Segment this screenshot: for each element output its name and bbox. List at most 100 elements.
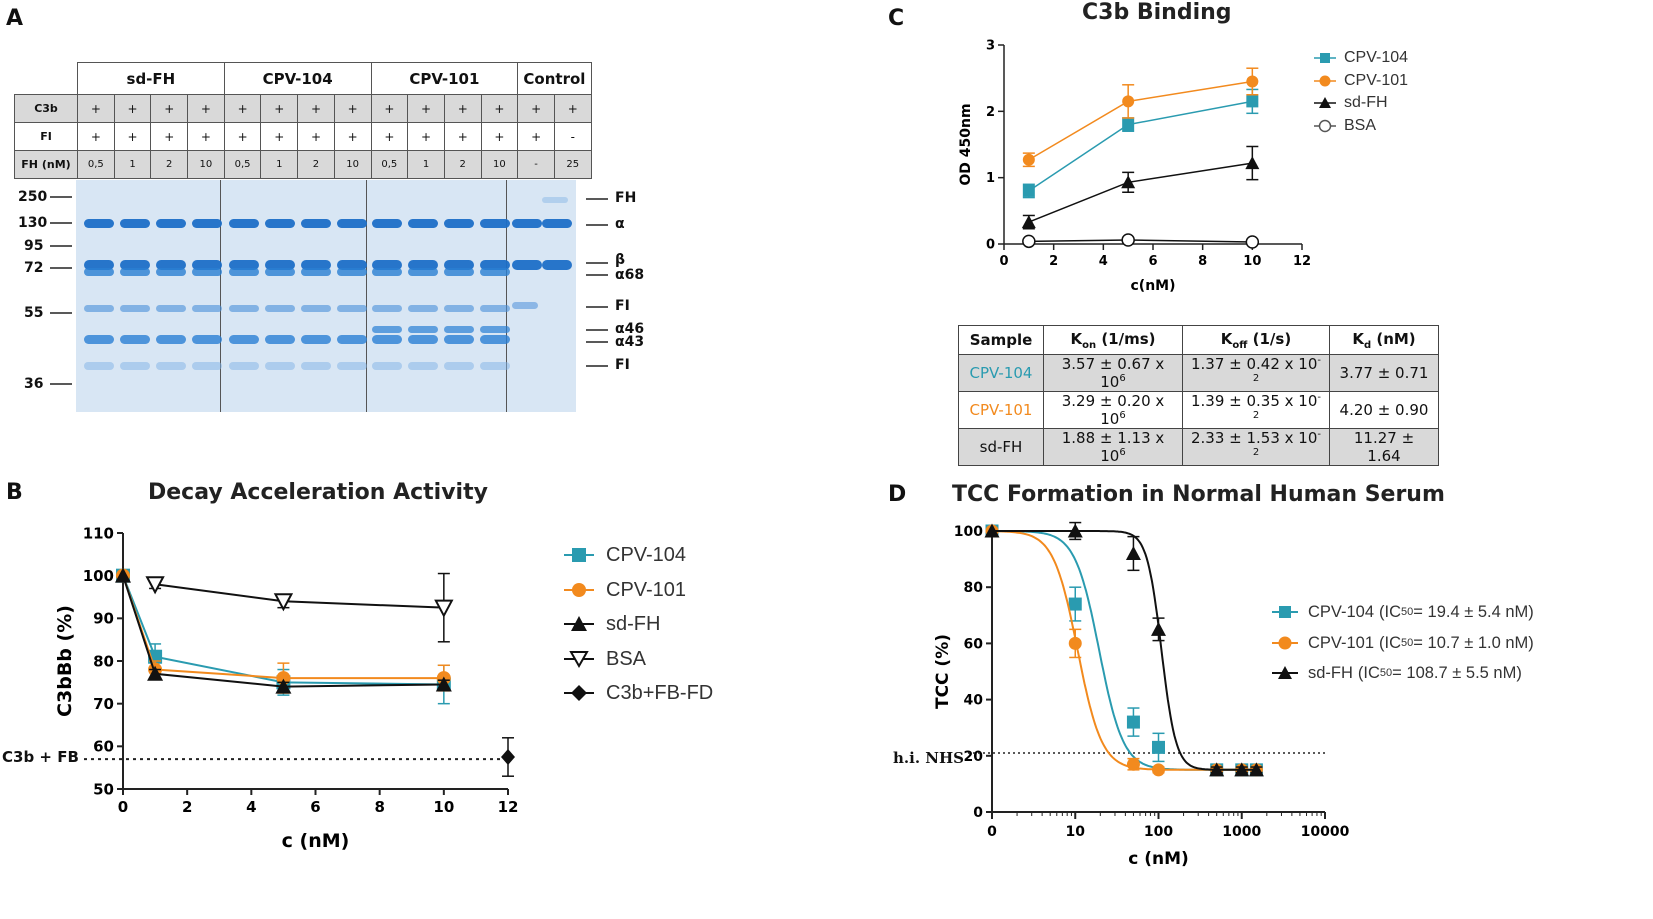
kin-header-kon-k: K: [1070, 329, 1083, 348]
tcc-point-cpv104: [1152, 740, 1165, 754]
band-label-fh: FH: [615, 190, 637, 206]
tcc-point-cpv101: [1152, 763, 1165, 777]
decay-x-tick-label: 0: [118, 798, 128, 816]
decay-point-sdfh: [435, 676, 452, 692]
decay-x-tick-label: 6: [310, 798, 320, 816]
decay-y-tick-label: 100: [83, 567, 114, 585]
gel-cell-fh-lane-9: 0,5: [370, 150, 409, 179]
band-label-fi-1: FI: [615, 298, 630, 314]
tcc-legend-sdfh-name: sd-FH: [1308, 664, 1353, 682]
gel-band: [120, 305, 150, 312]
gel-group-sdfh: sd-FH: [77, 62, 225, 95]
c3b-legend: CPV-104 CPV-101 sd-FH BSA: [1312, 47, 1408, 137]
panel-d-letter: D: [888, 482, 907, 507]
tcc-y-tick-label: 20: [964, 749, 984, 765]
gel-band: [265, 260, 295, 270]
decay-legend-cpv104-label: CPV-104: [606, 544, 687, 566]
gel-band: [301, 305, 331, 312]
gel-cell-fi-lane-5: +: [223, 122, 262, 151]
tcc-point-cpv101: [1126, 757, 1140, 771]
tcc-point-sdfh: [1209, 762, 1225, 777]
kin-cell-koff: 1.37 ± 0.42 x 10-2: [1182, 354, 1330, 392]
gel-band: [84, 335, 114, 344]
gel-band: [265, 335, 295, 344]
tcc-x-tick-label: 10: [1066, 824, 1086, 840]
gel-band: [337, 362, 367, 370]
c3b-y-tick-label: 2: [986, 105, 995, 120]
gel-group-control: Control: [517, 62, 592, 95]
c3b-legend-bsa-label: BSA: [1344, 116, 1377, 134]
band-label-beta: β: [615, 252, 626, 268]
band-label-alpha68: α68: [615, 267, 645, 283]
mw-marker-250: 250: [18, 189, 48, 205]
gel-band: [372, 260, 402, 270]
c3b-x-tick-label: 0: [999, 254, 1008, 269]
c3b-point-cpv104: [1022, 184, 1035, 197]
kin-cell-sample: CPV-101: [958, 391, 1044, 429]
decay-legend-sdfh: sd-FH: [562, 607, 713, 642]
c3b-y-tick-label: 3: [986, 39, 995, 54]
tcc-point-sdfh: [1125, 545, 1141, 560]
gel-cell-fi-lane-13: +: [517, 122, 555, 151]
decay-y-tick-label: 60: [93, 738, 114, 756]
gel-band: [512, 260, 542, 270]
kin-cell-kd: 3.77 ± 0.71: [1329, 354, 1439, 392]
kin-cell-kon: 3.29 ± 0.20 x 106: [1043, 391, 1183, 429]
c3b-x-tick-label: 6: [1148, 254, 1157, 269]
c3b-legend-cpv101: CPV-101: [1312, 70, 1408, 93]
gel-band: [156, 219, 186, 228]
decay-point-c3bfbfd: [501, 749, 515, 765]
c3b-legend-cpv104-label: CPV-104: [1344, 49, 1409, 66]
gel-cell-c3b-lane-9: +: [370, 94, 409, 123]
tcc-point-cpv104: [1068, 597, 1082, 611]
gel-cell-fh-lane-11: 2: [443, 150, 482, 179]
gel-band: [265, 268, 295, 276]
gel-band: [265, 362, 295, 370]
gel-cell-fi-lane-11: +: [443, 122, 482, 151]
panel-b-letter: B: [6, 480, 23, 505]
gel-cell-c3b-lane-13: +: [517, 94, 555, 123]
gel-band: [372, 326, 402, 333]
c3b-point-bsa: [1245, 235, 1260, 249]
tcc-y-tick-label: 80: [964, 580, 984, 596]
gel-cell-c3b-lane-3: +: [150, 94, 189, 123]
decay-x-tick-label: 8: [374, 798, 384, 816]
gel-band: [192, 362, 222, 370]
gel-band: [444, 268, 474, 276]
tcc-legend-ic-sub: 50: [1401, 636, 1414, 649]
tcc-title: TCC Formation in Normal Human Serum: [952, 482, 1445, 507]
panel-a-letter: A: [6, 6, 24, 31]
gel-band: [84, 362, 114, 370]
gel-band: [480, 219, 510, 228]
tcc-x-tick-label: 0: [987, 824, 997, 840]
gel-band: [337, 335, 367, 344]
gel-divider: [220, 180, 221, 412]
gel-band: [542, 260, 572, 270]
gel-band: [444, 335, 474, 344]
gel-band: [229, 305, 259, 312]
tcc-point-sdfh: [1067, 523, 1083, 538]
kin-cell-koff-val: 2.33 ± 1.53 x 10: [1190, 429, 1318, 447]
tcc-legend-ic-prefix: (IC: [1379, 633, 1402, 652]
gel-band: [480, 268, 510, 276]
gel-band: [120, 268, 150, 276]
gel-group-cpv104: CPV-104: [223, 62, 372, 95]
kin-header-kon: Kon (1/ms): [1043, 325, 1183, 355]
decay-x-axis-label: c (nM): [282, 830, 350, 852]
tcc-legend-sdfh: sd-FH (IC 50 = 108.7 ± 5.5 nM): [1270, 658, 1534, 689]
gel-band: [156, 362, 186, 370]
kin-cell-sample: CPV-104: [958, 354, 1044, 392]
tcc-fit-curve-cpv101: [992, 530, 1257, 771]
gel-row-label-fi: FI: [14, 122, 78, 151]
tcc-legend-cpv101-name: CPV-101: [1308, 633, 1375, 652]
c3b-binding-title: C3b Binding: [1082, 0, 1232, 25]
c3b-point-bsa: [1121, 233, 1135, 247]
band-label-alpha46: α46: [615, 321, 645, 337]
c3b-legend-sdfh-label: sd-FH: [1344, 94, 1388, 111]
c3b-legend-sdfh: sd-FH: [1312, 92, 1408, 115]
gel-cell-c3b-lane-10: +: [407, 94, 445, 123]
decay-legend-sdfh-label: sd-FH: [606, 613, 661, 635]
kin-cell-sample: sd-FH: [958, 428, 1044, 466]
gel-band: [372, 305, 402, 312]
